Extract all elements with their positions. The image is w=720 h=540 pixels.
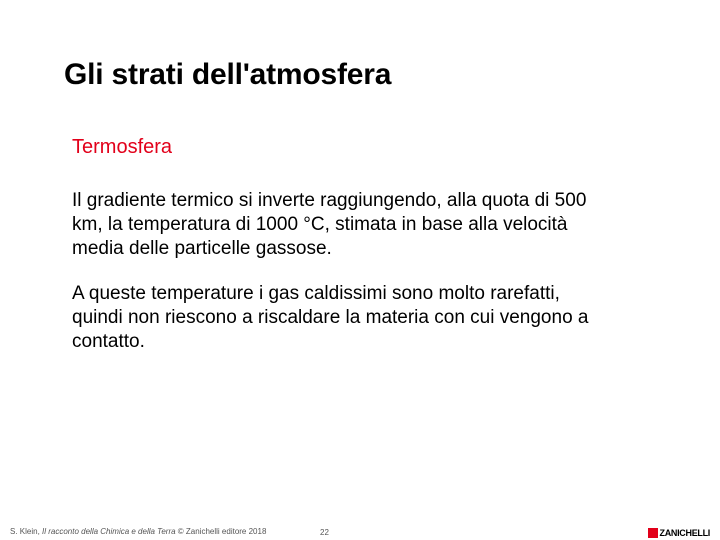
footer: S. Klein, Il racconto della Chimica e de…	[0, 522, 720, 540]
publisher-logo: ZANICHELLI	[648, 528, 711, 538]
slide: Gli strati dell'atmosfera Termosfera Il …	[0, 0, 720, 540]
footer-copyright: © Zanichelli editore 2018	[176, 527, 267, 536]
footer-book: Il racconto della Chimica e della Terra	[42, 527, 176, 536]
paragraph-2: A queste temperature i gas caldissimi so…	[72, 282, 612, 353]
logo-icon	[648, 528, 658, 538]
publisher-name: ZANICHELLI	[660, 528, 711, 538]
footer-citation: S. Klein, Il racconto della Chimica e de…	[0, 527, 266, 536]
slide-subtitle: Termosfera	[72, 136, 650, 159]
paragraph-1: Il gradiente termico si inverte raggiung…	[72, 189, 612, 260]
footer-author: S. Klein,	[10, 527, 42, 536]
slide-title: Gli strati dell'atmosfera	[64, 58, 650, 92]
page-number: 22	[320, 528, 329, 537]
